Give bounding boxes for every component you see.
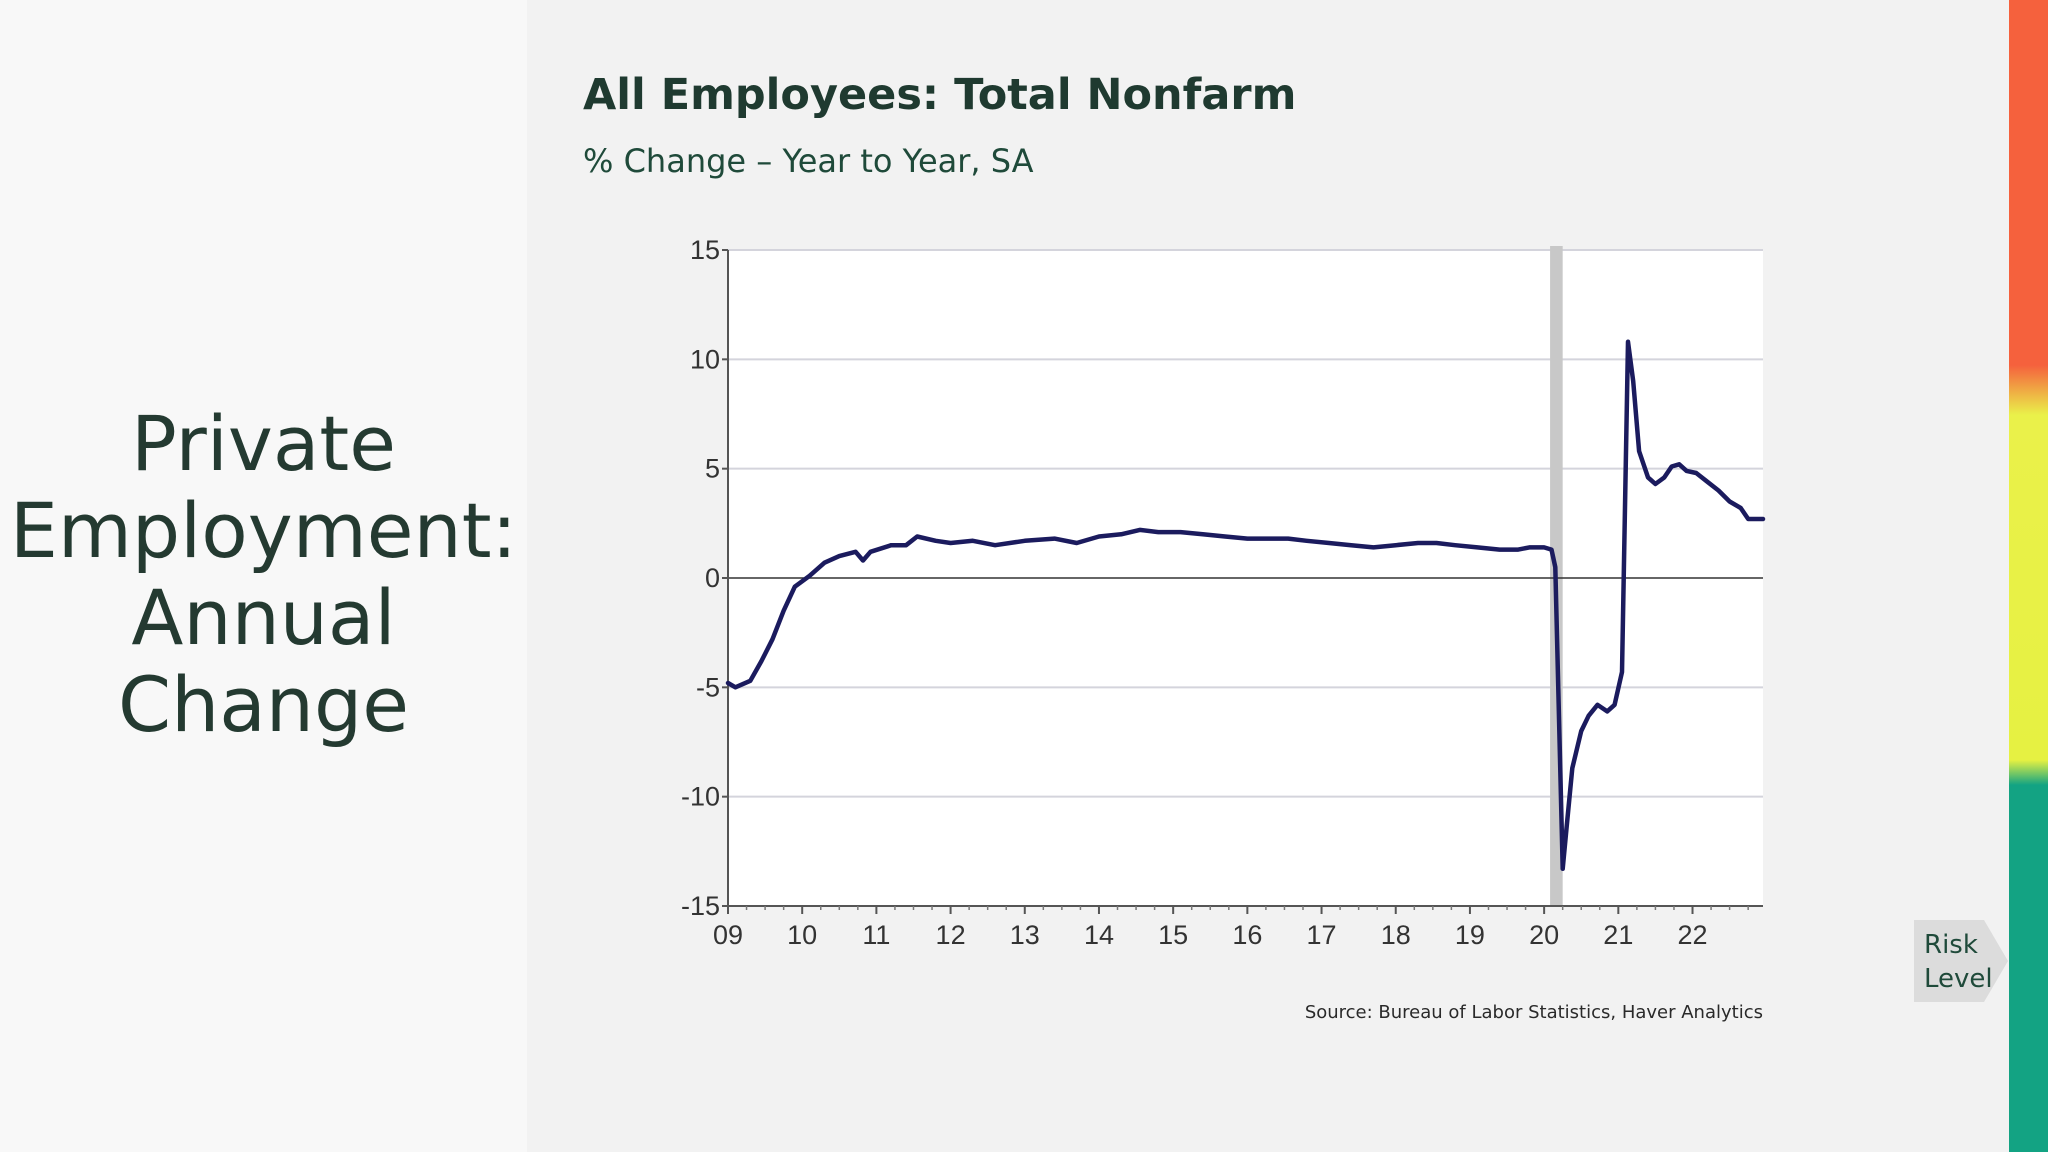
risk-level-label: Risk Level bbox=[1924, 930, 1993, 994]
y-tick-label: 5 bbox=[705, 454, 720, 484]
slide-title-line: Private bbox=[131, 399, 396, 488]
y-tick-label: 0 bbox=[705, 563, 720, 593]
left-panel bbox=[0, 0, 527, 1152]
x-tick-label: 20 bbox=[1529, 920, 1559, 950]
series-line bbox=[725, 339, 1766, 872]
risk-level-bar bbox=[2009, 0, 2048, 1152]
x-tick-label: 15 bbox=[1158, 920, 1188, 950]
slide-title-line: Annual bbox=[131, 573, 396, 662]
slide-title: Private Employment: Annual Change bbox=[0, 400, 527, 748]
y-tick-label: 10 bbox=[690, 344, 720, 374]
y-tick-label: 15 bbox=[690, 235, 720, 265]
x-tick-label: 17 bbox=[1307, 920, 1337, 950]
x-tick-label: 22 bbox=[1677, 920, 1707, 950]
x-tick-label: 16 bbox=[1232, 920, 1262, 950]
x-tick-label: 11 bbox=[862, 920, 890, 950]
chart-title: All Employees: Total Nonfarm bbox=[583, 70, 1297, 120]
chart-source: Source: Bureau of Labor Statistics, Have… bbox=[1304, 1002, 1763, 1023]
x-tick-label: 14 bbox=[1084, 920, 1114, 950]
x-tick-label: 18 bbox=[1381, 920, 1411, 950]
x-tick-label: 12 bbox=[936, 920, 966, 950]
x-tick-label: 13 bbox=[1010, 920, 1040, 950]
y-tick-label: -10 bbox=[681, 782, 720, 812]
x-tick-label: 19 bbox=[1455, 920, 1485, 950]
x-tick-label: 21 bbox=[1603, 920, 1633, 950]
y-tick-label: -15 bbox=[681, 891, 720, 921]
slide-title-line: Employment: bbox=[9, 486, 518, 575]
y-tick-label: -5 bbox=[696, 672, 720, 702]
risk-level-arrow-icon bbox=[1914, 920, 2008, 1002]
x-tick-label: 10 bbox=[787, 920, 817, 950]
x-tick-label: 09 bbox=[713, 920, 743, 950]
slide-title-line: Change bbox=[118, 660, 409, 749]
chart-subtitle: % Change – Year to Year, SA bbox=[583, 142, 1034, 180]
